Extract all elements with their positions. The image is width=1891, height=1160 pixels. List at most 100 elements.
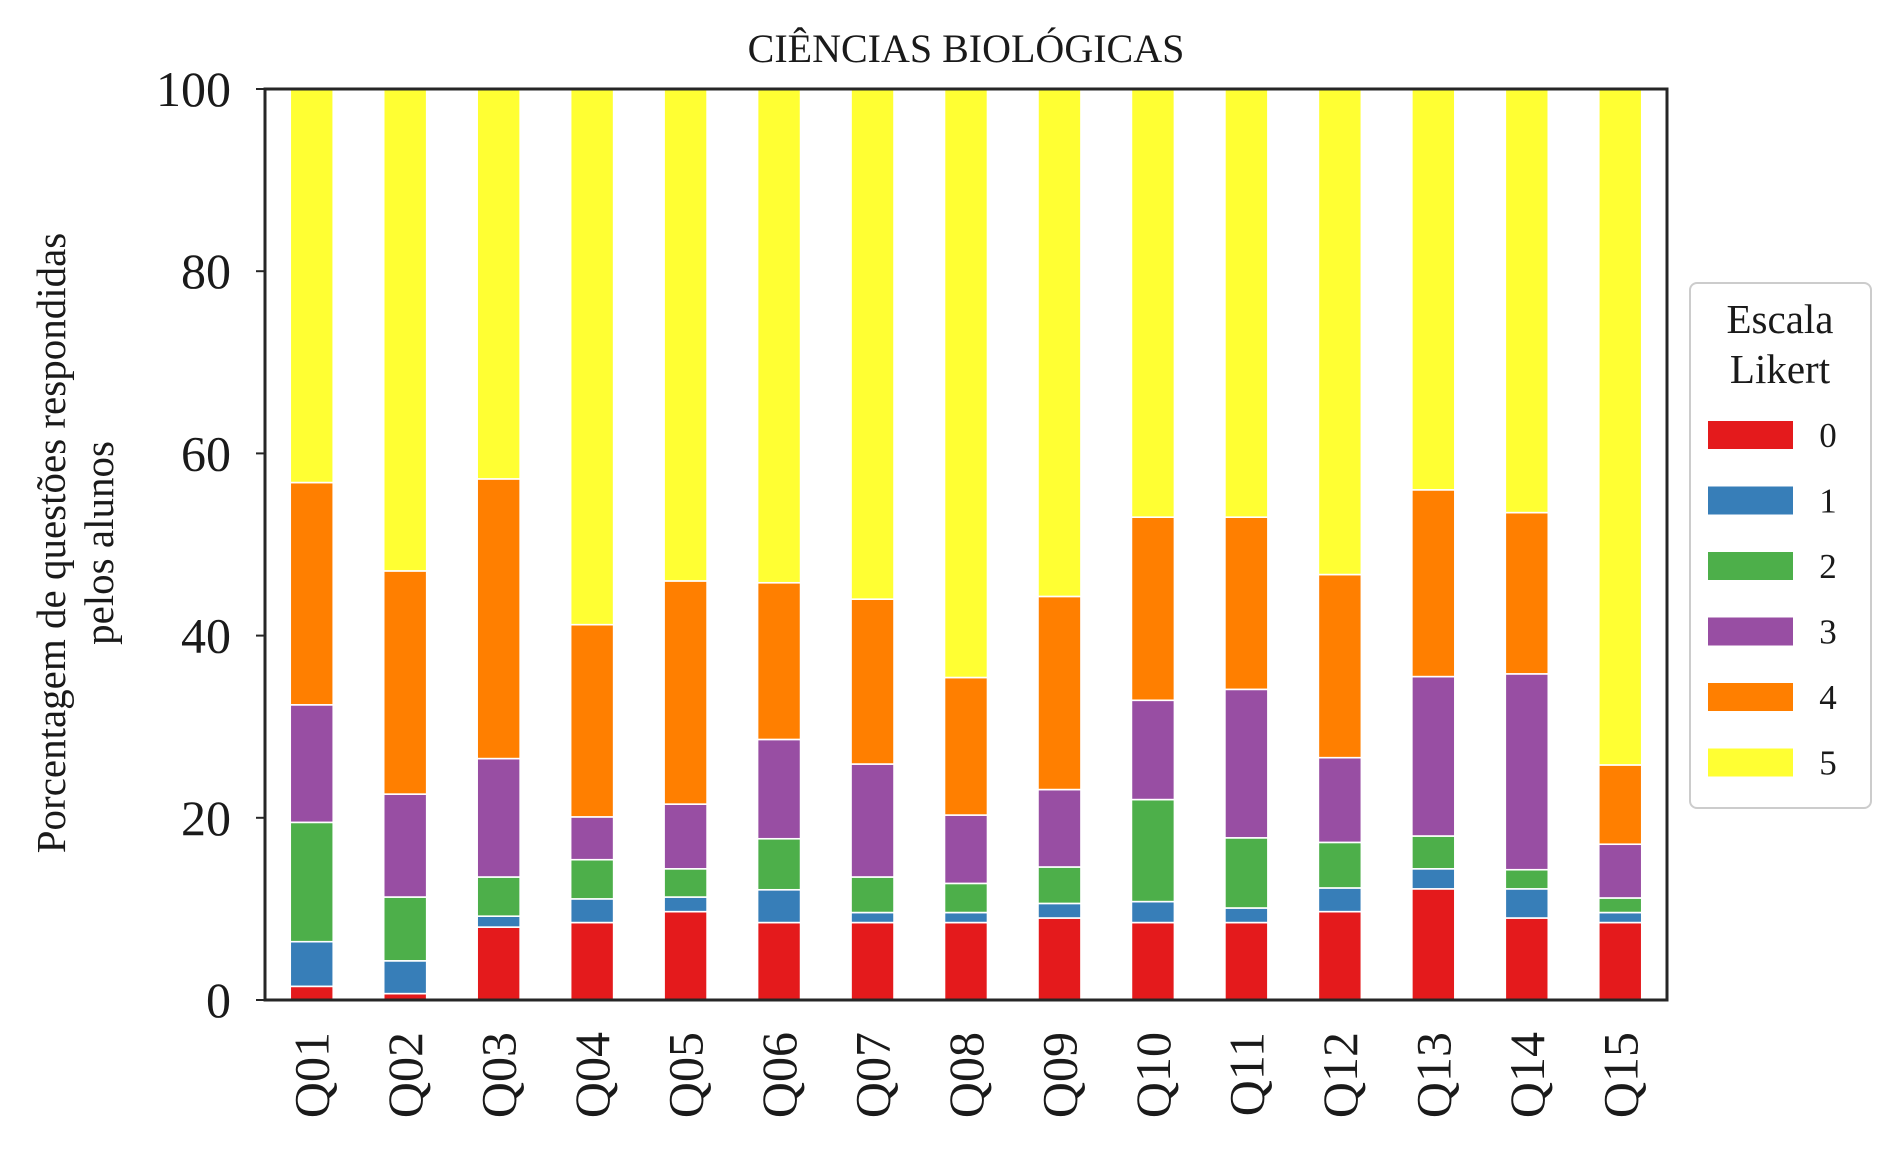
bar-segment-q03-level-5 bbox=[476, 88, 521, 480]
bar-segment-q07-level-1 bbox=[850, 911, 895, 924]
bar-segment-q15-level-3 bbox=[1597, 843, 1643, 899]
bar-segment-q01-level-1 bbox=[289, 940, 335, 988]
plot-frame bbox=[263, 87, 1669, 1002]
bar-segment-q11-level-4 bbox=[1224, 516, 1269, 691]
y-tick-label-100: 100 bbox=[156, 61, 231, 117]
bar-segment-q09-level-3 bbox=[1037, 788, 1082, 868]
bar-segment-q01-level-4 bbox=[289, 481, 335, 706]
bar-segment-q13-level-2 bbox=[1411, 835, 1456, 870]
x-tick-label-q08: Q08 bbox=[938, 1032, 994, 1118]
bar-segment-q09-level-5 bbox=[1037, 88, 1082, 598]
bar-segment-q05-level-3 bbox=[663, 803, 708, 870]
bar-segment-q05-level-4 bbox=[663, 580, 708, 805]
bar-segment-q07-level-2 bbox=[850, 876, 895, 914]
bar-segment-q08-level-2 bbox=[943, 882, 989, 914]
bar-segment-q15-level-0 bbox=[1597, 921, 1643, 1001]
x-tick-label-q10: Q10 bbox=[1125, 1032, 1181, 1118]
bar-segment-q10-level-2 bbox=[1130, 798, 1176, 903]
bar-segment-q14-level-4 bbox=[1504, 511, 1550, 675]
x-tick-label-q11: Q11 bbox=[1218, 1032, 1274, 1116]
legend: Escala Likert 0 1 2 3 4 5 bbox=[1689, 282, 1872, 809]
bar-segment-q13-level-4 bbox=[1411, 489, 1456, 678]
bar-segment-q04-level-5 bbox=[569, 88, 615, 626]
bar-segment-q14-level-1 bbox=[1504, 888, 1550, 919]
legend-label-3: 3 bbox=[1819, 613, 1837, 652]
bar-segment-q05-level-5 bbox=[663, 88, 708, 582]
legend-swatch-1 bbox=[1708, 486, 1793, 515]
bar-segment-q06-level-3 bbox=[756, 738, 802, 840]
bar-segment-q08-level-4 bbox=[943, 676, 989, 816]
bar-segment-q12-level-1 bbox=[1317, 887, 1363, 913]
bar-segment-q10-level-1 bbox=[1130, 900, 1176, 924]
bar-segment-q11-level-2 bbox=[1224, 837, 1269, 909]
bar-segment-q13-level-3 bbox=[1411, 675, 1456, 837]
bar-segment-q11-level-3 bbox=[1224, 688, 1269, 839]
legend-swatch-2 bbox=[1708, 552, 1793, 580]
bar-segment-q03-level-2 bbox=[476, 876, 521, 917]
bar-segment-q02-level-4 bbox=[382, 570, 428, 795]
bar-segment-q11-level-1 bbox=[1224, 907, 1269, 924]
bar-segment-q15-level-4 bbox=[1597, 764, 1643, 846]
bar-segment-q01-level-5 bbox=[289, 88, 335, 484]
bar-segment-q06-level-5 bbox=[756, 88, 802, 584]
y-tick-label-80: 80 bbox=[181, 243, 231, 299]
bar-segment-q14-level-3 bbox=[1504, 673, 1550, 871]
bar-segment-q09-level-4 bbox=[1037, 595, 1082, 791]
bar-segment-q09-level-2 bbox=[1037, 866, 1082, 905]
x-tick-label-q14: Q14 bbox=[1499, 1032, 1555, 1118]
bar-segment-q03-level-0 bbox=[476, 926, 521, 1001]
bar-segment-q14-level-5 bbox=[1504, 88, 1550, 514]
y-axis-label-line-1: Porcentagem de questões respondidas bbox=[28, 233, 74, 854]
bar-segment-q09-level-0 bbox=[1037, 917, 1082, 1001]
legend-swatch-4 bbox=[1708, 683, 1793, 711]
bar-segment-q04-level-3 bbox=[569, 816, 615, 861]
bar-segment-q15-level-5 bbox=[1597, 88, 1643, 766]
bar-segment-q01-level-2 bbox=[289, 821, 335, 943]
bar-segment-q04-level-4 bbox=[569, 623, 615, 818]
bar-segment-q04-level-1 bbox=[569, 898, 615, 924]
bar-segment-q12-level-3 bbox=[1317, 756, 1363, 844]
bar-segment-q08-level-0 bbox=[943, 921, 989, 1001]
bar-segment-q03-level-1 bbox=[476, 915, 521, 928]
bar-segment-q12-level-2 bbox=[1317, 841, 1363, 889]
legend-label-1: 1 bbox=[1819, 482, 1837, 521]
legend-items: 0 1 2 3 4 5 bbox=[1708, 416, 1837, 783]
x-tick-label-q04: Q04 bbox=[564, 1032, 620, 1118]
bar-segment-q04-level-0 bbox=[569, 921, 615, 1001]
bar-segment-q05-level-0 bbox=[663, 910, 708, 1001]
legend-title-line-1: Escala bbox=[1727, 296, 1834, 342]
legend-swatch-5 bbox=[1708, 748, 1793, 777]
bar-segment-q02-level-5 bbox=[382, 88, 428, 572]
bar-segment-q13-level-1 bbox=[1411, 868, 1456, 890]
bar-segment-q02-level-2 bbox=[382, 896, 428, 962]
bar-segment-q04-level-2 bbox=[569, 858, 615, 900]
x-tick-label-q15: Q15 bbox=[1592, 1032, 1648, 1118]
x-tick-label-q03: Q03 bbox=[471, 1032, 527, 1118]
legend-label-2: 2 bbox=[1819, 547, 1837, 586]
bar-segment-q10-level-3 bbox=[1130, 699, 1176, 801]
bar-segment-q12-level-4 bbox=[1317, 573, 1363, 759]
bar-segment-q01-level-0 bbox=[289, 985, 335, 1001]
bar-segment-q10-level-0 bbox=[1130, 921, 1176, 1001]
bar-segment-q08-level-3 bbox=[943, 814, 989, 885]
bar-segment-q13-level-5 bbox=[1411, 88, 1456, 491]
bar-segment-q14-level-2 bbox=[1504, 868, 1550, 890]
bar-segment-q13-level-0 bbox=[1411, 888, 1456, 1001]
bar-segment-q07-level-5 bbox=[850, 88, 895, 600]
y-tick-label-40: 40 bbox=[181, 608, 231, 664]
y-tick-label-60: 60 bbox=[181, 425, 231, 481]
legend-swatch-0 bbox=[1708, 421, 1793, 449]
legend-box bbox=[1689, 282, 1872, 809]
bar-segment-q02-level-1 bbox=[382, 960, 428, 995]
bar-segment-q10-level-4 bbox=[1130, 516, 1176, 702]
x-tick-label-q12: Q12 bbox=[1312, 1032, 1368, 1118]
y-axis-label: Porcentagem de questões respondidas pelo… bbox=[28, 233, 122, 854]
x-tick-label-q07: Q07 bbox=[845, 1032, 901, 1118]
y-tick-label-0: 0 bbox=[206, 972, 231, 1028]
bar-segment-q08-level-1 bbox=[943, 911, 989, 924]
bar-segment-q06-level-2 bbox=[756, 837, 802, 891]
legend-title-line-2: Likert bbox=[1730, 346, 1831, 392]
bar-segment-q09-level-1 bbox=[1037, 902, 1082, 919]
bar-segment-q05-level-1 bbox=[663, 896, 708, 913]
